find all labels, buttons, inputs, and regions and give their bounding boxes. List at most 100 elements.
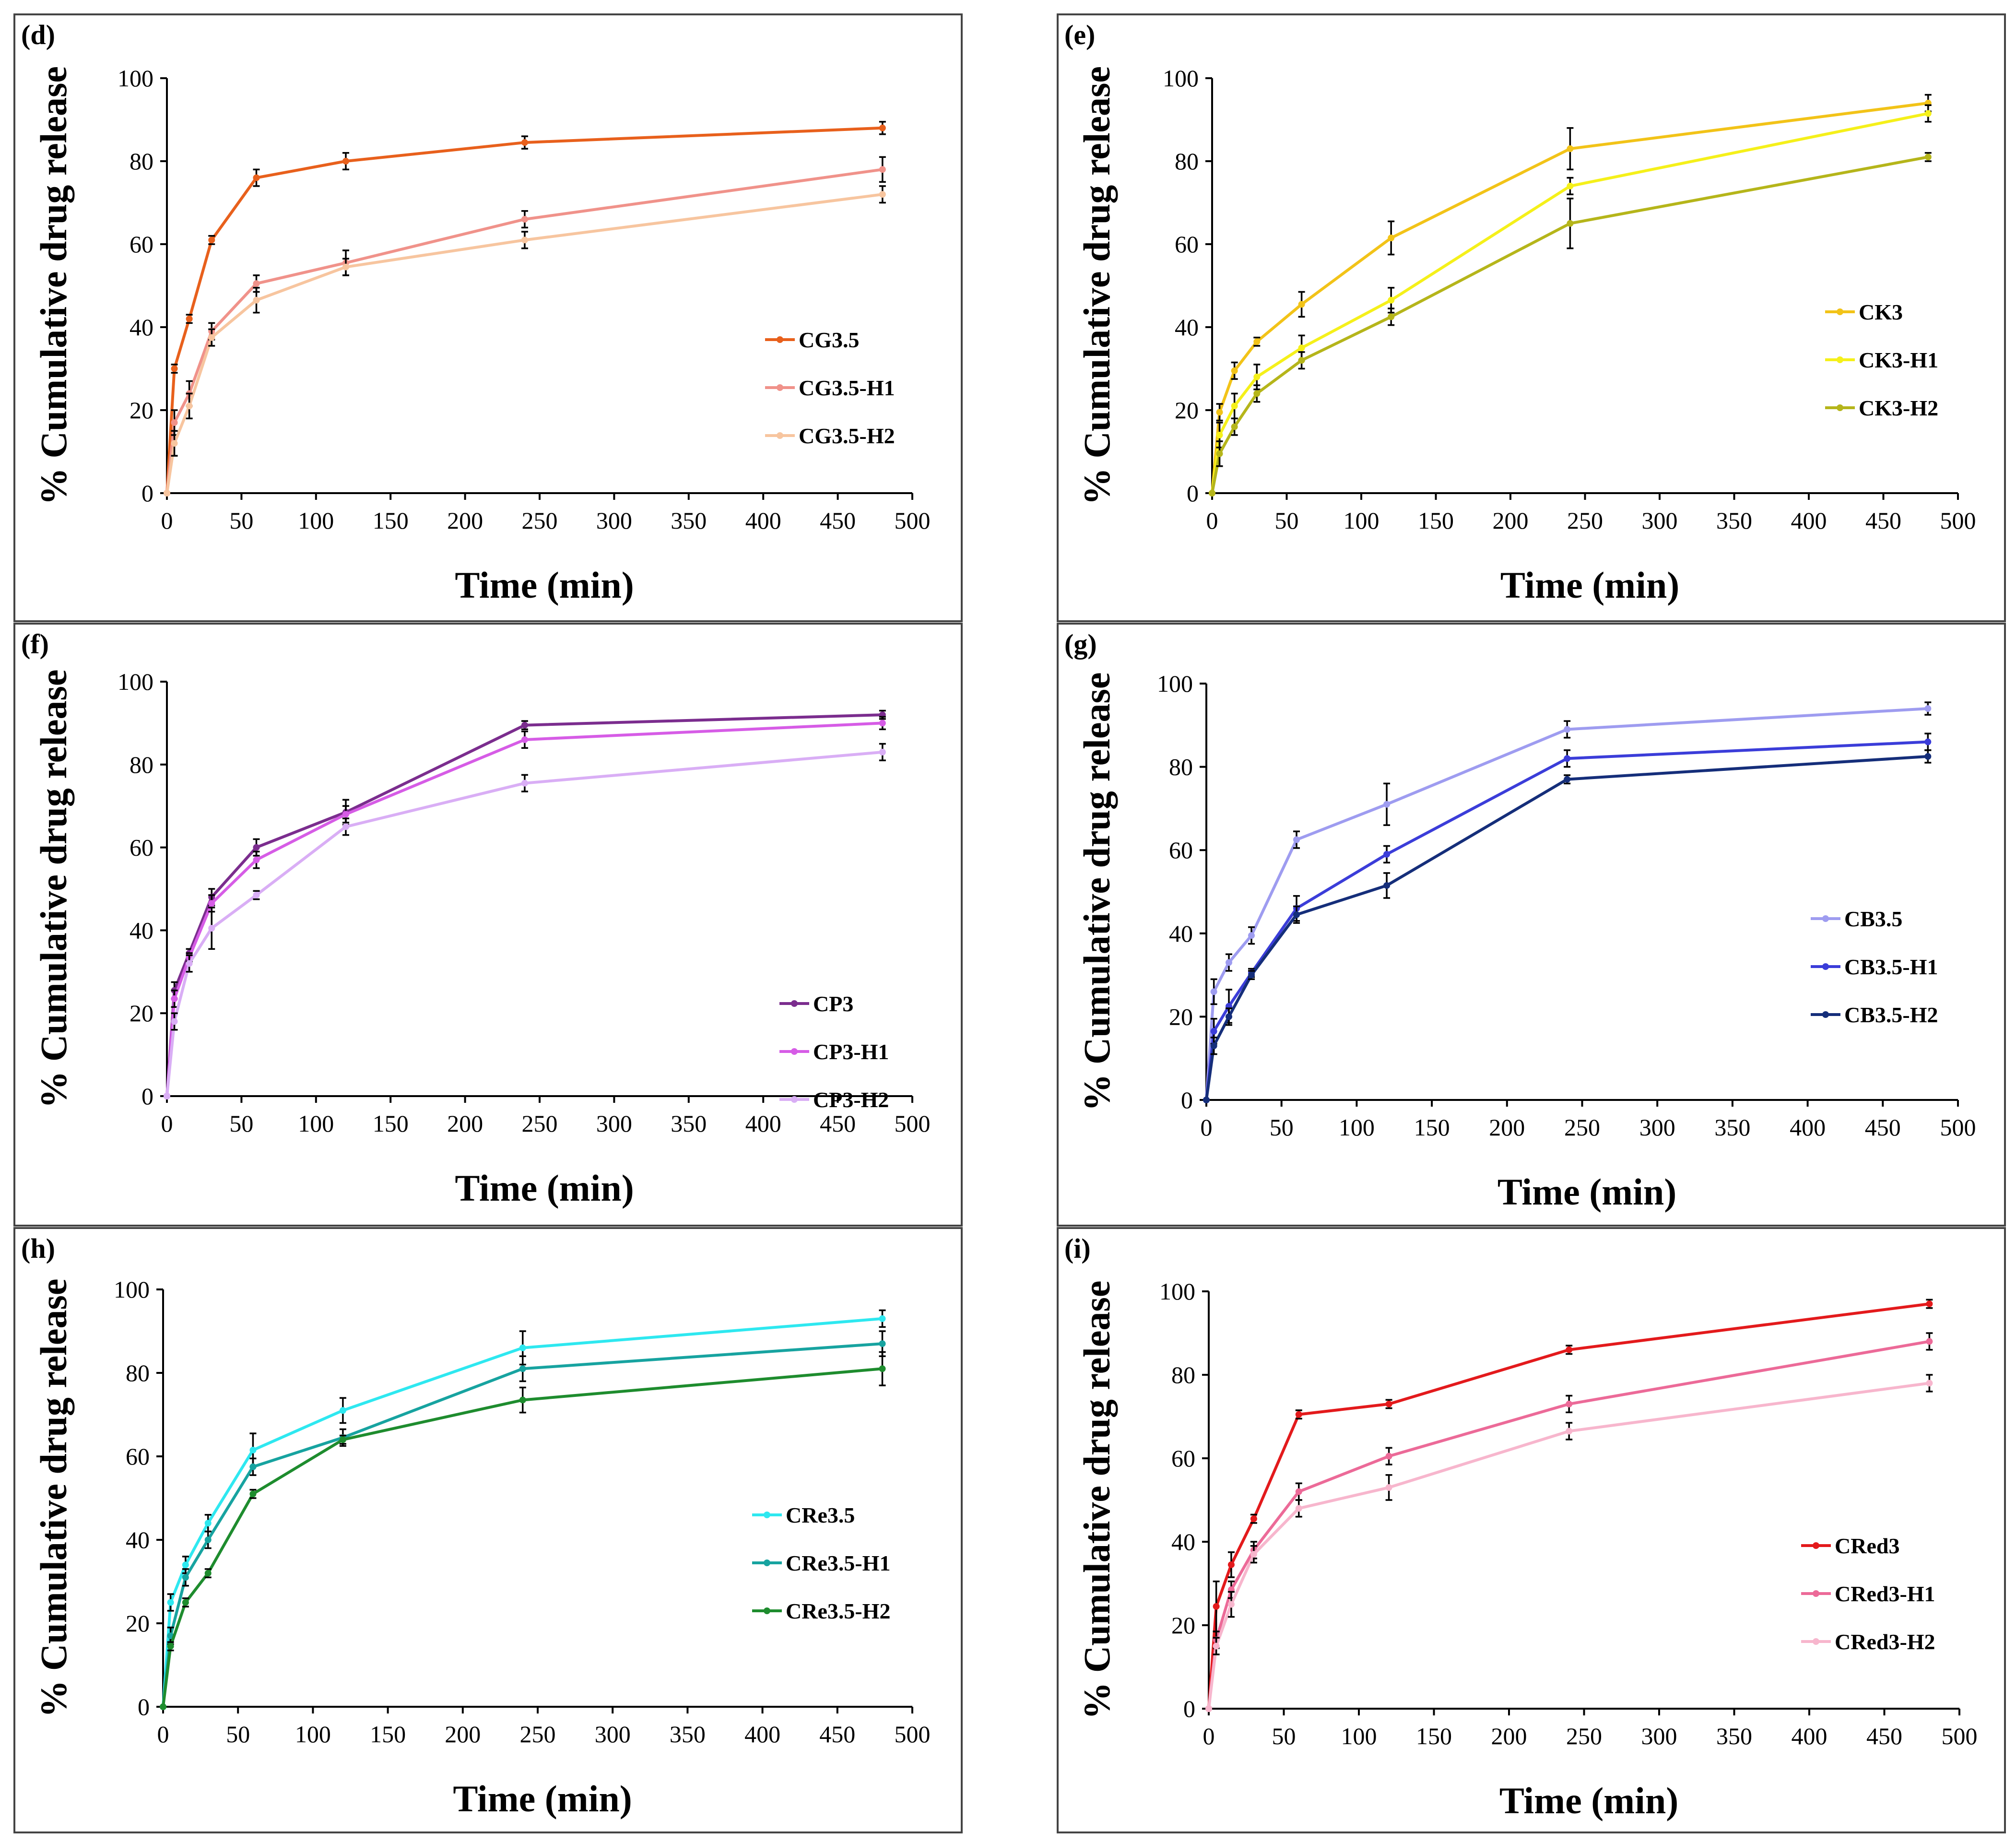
data-point	[1250, 1551, 1257, 1558]
data-point	[160, 1703, 166, 1710]
x-axis-title: Time (min)	[455, 1167, 634, 1209]
legend-swatch-marker	[1813, 1638, 1819, 1645]
data-point	[1295, 1505, 1302, 1512]
legend-swatch-marker	[1813, 1590, 1819, 1597]
series-CRed3-H1	[1205, 1332, 1933, 1712]
data-point	[1231, 402, 1238, 410]
data-point	[1248, 971, 1255, 979]
x-tick-label: 300	[1641, 1723, 1677, 1749]
y-tick-label: 100	[118, 668, 153, 695]
x-tick-label: 450	[820, 1110, 856, 1137]
y-tick-label: 60	[126, 1443, 150, 1470]
data-point	[1385, 1484, 1392, 1491]
data-point	[342, 823, 349, 830]
data-point	[1227, 1601, 1235, 1608]
data-point	[164, 490, 170, 496]
legend-label: CK3-H1	[1859, 348, 1938, 372]
x-tick-label: 150	[1418, 507, 1454, 534]
legend-label: CB3.5	[1844, 907, 1902, 931]
legend-swatch-marker	[1822, 915, 1829, 922]
legend-swatch-marker	[1837, 308, 1843, 315]
x-tick-label: 400	[744, 1721, 780, 1748]
data-point	[1210, 988, 1217, 995]
data-point	[342, 811, 349, 818]
x-tick-label: 100	[1344, 507, 1379, 534]
panel-d: (d) 0 20 40 60 80 100 0 50 100 150 200 250 300 350 400 4…	[13, 13, 963, 622]
legend-swatch-marker	[791, 1096, 798, 1103]
y-tick-label: 60	[130, 834, 153, 861]
data-point	[186, 960, 193, 967]
x-tick-label: 450	[819, 1721, 855, 1748]
data-point	[1205, 1705, 1212, 1712]
data-point	[182, 1574, 189, 1581]
data-point	[1924, 110, 1932, 117]
series-CB3.5-H2	[1203, 749, 1932, 1103]
x-tick-label: 50	[226, 1721, 250, 1748]
series-line	[1211, 101, 1929, 494]
series-CK3	[1209, 94, 1932, 496]
series-line	[162, 1367, 883, 1707]
legend-label: CRe3.5	[786, 1503, 855, 1527]
x-tick-label: 450	[1866, 1723, 1902, 1749]
data-point	[1295, 1488, 1302, 1495]
legend-label: CB3.5-H2	[1844, 1003, 1938, 1027]
panel-label: (h)	[21, 1233, 55, 1264]
series-line	[165, 713, 883, 1097]
x-axis-title: Time (min)	[453, 1778, 632, 1819]
legend-label: CRe3.5-H2	[786, 1599, 890, 1623]
series-CRed3	[1205, 1299, 1933, 1712]
data-point	[1926, 1300, 1933, 1308]
data-point	[1216, 431, 1223, 438]
x-tick-label: 0	[157, 1721, 169, 1748]
y-axis-title: % Cumulative drug release	[1076, 673, 1118, 1111]
x-tick-label: 300	[596, 1110, 632, 1137]
x-tick-label: 0	[1201, 1114, 1213, 1141]
data-point	[204, 1536, 212, 1543]
y-tick-label: 80	[1171, 1361, 1195, 1388]
series-line	[162, 1342, 883, 1707]
legend-label: CRed3-H1	[1835, 1582, 1935, 1606]
data-point	[342, 263, 349, 271]
legend-swatch-marker	[764, 1559, 770, 1566]
series-CRe3.5-H2	[160, 1351, 886, 1710]
x-tick-label: 350	[1714, 1114, 1750, 1141]
x-tick-label: 200	[447, 507, 483, 534]
y-tick-label: 0	[138, 1693, 150, 1720]
y-tick-label: 0	[141, 480, 153, 507]
x-tick-label: 450	[820, 507, 856, 534]
data-point	[186, 402, 193, 410]
y-tick-label: 80	[130, 148, 153, 175]
data-point	[521, 780, 528, 787]
y-tick-label: 60	[130, 231, 153, 258]
y-tick-label: 20	[130, 397, 153, 424]
y-tick-label: 40	[1169, 920, 1193, 947]
data-point	[1293, 911, 1300, 918]
y-tick-label: 80	[130, 751, 153, 778]
legend-label: CB3.5-H1	[1844, 955, 1938, 979]
y-tick-label: 20	[1175, 397, 1199, 424]
legend-swatch-marker	[791, 1000, 798, 1007]
data-point	[1253, 338, 1261, 345]
series-line	[1207, 1302, 1930, 1709]
y-tick-label: 100	[1163, 65, 1199, 92]
data-point	[1213, 1603, 1220, 1610]
x-tick-label: 350	[1716, 507, 1752, 534]
x-tick-label: 500	[1940, 1114, 1976, 1141]
data-point	[519, 1365, 526, 1372]
series-CP3-H2	[164, 743, 886, 1099]
legend-label: CP3-H2	[813, 1087, 889, 1112]
x-tick-label: 350	[670, 1721, 706, 1748]
data-point	[167, 1599, 174, 1606]
panel-f: (f) 0 20 40 60 80 100 0 50 100 150 200 250 300 350 400 4…	[13, 623, 963, 1227]
x-tick-label: 400	[745, 1110, 781, 1137]
data-point	[339, 1407, 346, 1414]
x-tick-label: 400	[745, 507, 781, 534]
x-tick-label: 100	[1341, 1723, 1377, 1749]
legend-swatch-marker	[1837, 356, 1843, 363]
y-tick-label: 80	[1169, 754, 1193, 780]
x-tick-label: 200	[447, 1110, 483, 1137]
data-point	[1253, 390, 1261, 397]
legend-label: CRed3	[1835, 1534, 1899, 1558]
data-point	[1253, 373, 1261, 380]
x-tick-label: 300	[596, 507, 632, 534]
